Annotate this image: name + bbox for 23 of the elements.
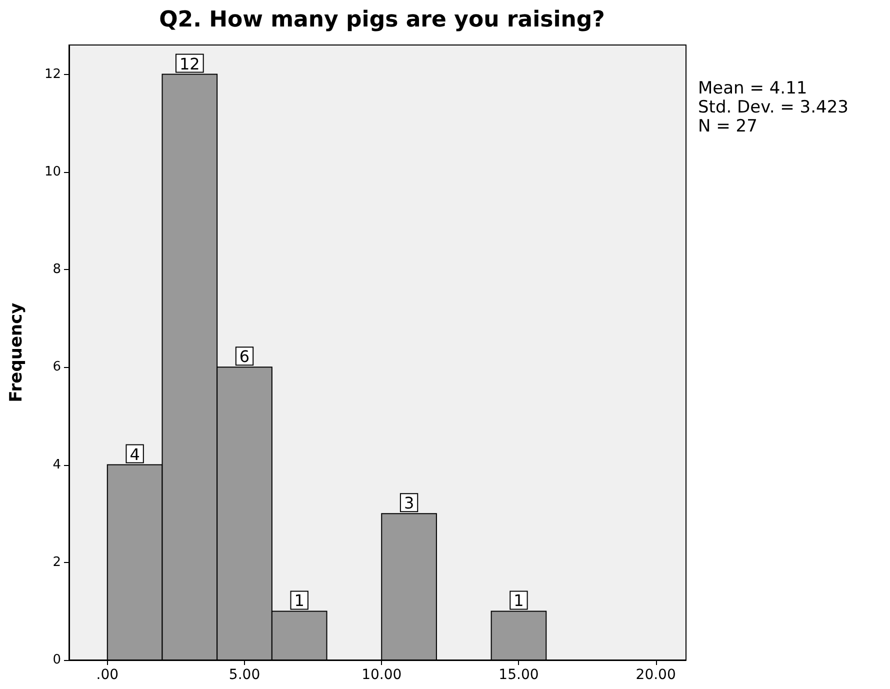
y-tick-label: 4 [52,457,61,472]
y-tick-label: 6 [52,360,61,375]
x-tick-label: .00 [96,667,119,683]
x-tick-label: 10.00 [362,667,402,683]
data-label: 12 [179,54,200,74]
text: N = 27 [698,116,758,136]
data-label: 3 [404,494,414,513]
y-tick-label: 8 [52,262,61,278]
chart-title: Q2. How many pigs are you raising? [159,8,605,32]
x-tick-label: 15.00 [498,667,539,683]
data-label: 1 [514,591,524,610]
text: Mean = 4.11 [698,78,808,98]
data-label: 6 [239,347,250,366]
x-tick-label: 20.00 [636,667,676,683]
data-label: 4 [130,444,140,464]
text: Std. Dev. = 3.423 [698,98,848,118]
y-tick-label: 2 [52,554,61,570]
y-axis-title: Frequency [6,302,26,402]
y-tick-label: 10 [44,164,61,180]
y-tick-label: 12 [44,66,61,82]
data-label: 1 [294,591,304,610]
x-tick-label: 5.00 [228,667,260,683]
y-tick-label: 0 [52,652,61,668]
